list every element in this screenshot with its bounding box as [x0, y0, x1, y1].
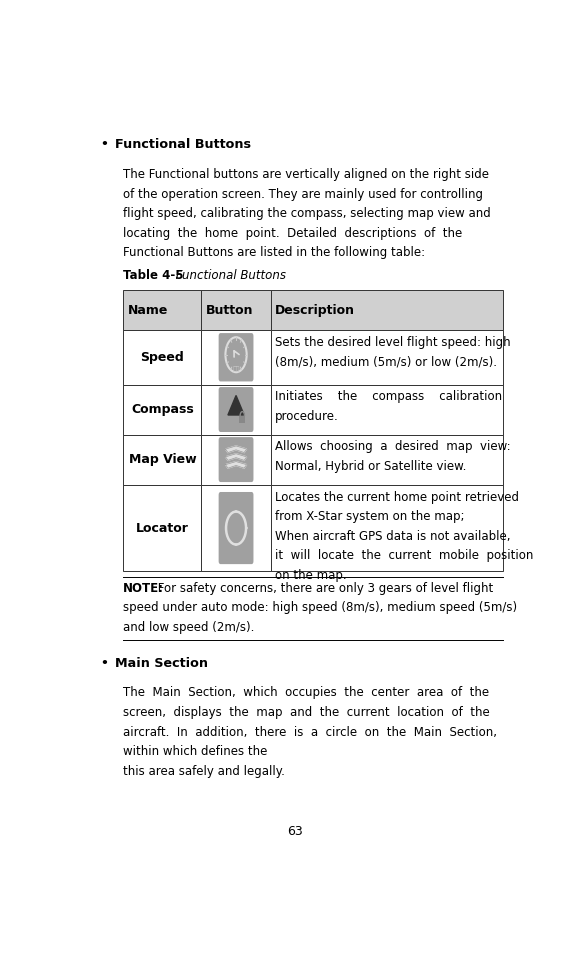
Polygon shape: [225, 462, 247, 468]
Text: Allows  choosing  a  desired  map  view:: Allows choosing a desired map view:: [275, 441, 511, 453]
FancyBboxPatch shape: [219, 333, 253, 381]
Bar: [202, 435, 271, 485]
Bar: [123, 384, 202, 435]
Text: locating  the  home  point.  Detailed  descriptions  of  the: locating the home point. Detailed descri…: [123, 227, 463, 240]
Polygon shape: [225, 454, 247, 461]
Bar: [239, 416, 245, 424]
Text: this area safely and legally.: this area safely and legally.: [123, 765, 285, 777]
Text: 63: 63: [287, 825, 303, 837]
Bar: [202, 291, 271, 330]
Text: •: •: [100, 657, 108, 669]
Text: Compass: Compass: [131, 403, 194, 416]
Text: Main Section: Main Section: [115, 657, 209, 669]
Text: When aircraft GPS data is not available,: When aircraft GPS data is not available,: [275, 530, 510, 543]
Text: aircraft.  In  addition,  there  is  a  circle  on  the  Main  Section,: aircraft. In addition, there is a circle…: [123, 726, 497, 739]
Bar: [202, 384, 271, 435]
Text: it  will  locate  the  current  mobile  position: it will locate the current mobile positi…: [275, 549, 533, 562]
Text: •: •: [100, 139, 108, 151]
Text: Table 4-5: Table 4-5: [123, 269, 184, 282]
Text: on the map.: on the map.: [275, 569, 347, 581]
Polygon shape: [225, 445, 247, 452]
Bar: [202, 330, 271, 384]
Bar: [271, 291, 503, 330]
Text: Button: Button: [206, 304, 253, 316]
Text: Normal, Hybrid or Satellite view.: Normal, Hybrid or Satellite view.: [275, 460, 467, 473]
Bar: [123, 291, 202, 330]
Bar: [271, 485, 503, 572]
Text: of the operation screen. They are mainly used for controlling: of the operation screen. They are mainly…: [123, 187, 483, 201]
Bar: [271, 330, 503, 384]
FancyBboxPatch shape: [219, 387, 253, 432]
Text: Map View: Map View: [128, 453, 196, 467]
Text: Initiates    the    compass    calibration: Initiates the compass calibration: [275, 390, 502, 403]
Text: within which defines the: within which defines the: [123, 745, 271, 758]
Bar: [202, 485, 271, 572]
FancyBboxPatch shape: [219, 492, 253, 564]
Text: Functional Buttons: Functional Buttons: [172, 269, 286, 282]
Text: procedure.: procedure.: [275, 410, 339, 423]
Text: from X-Star system on the map;: from X-Star system on the map;: [275, 511, 465, 523]
Text: NOTE:: NOTE:: [123, 582, 164, 595]
Text: Speed: Speed: [141, 351, 184, 364]
Text: and low speed (2m/s).: and low speed (2m/s).: [123, 620, 255, 634]
Text: Name: Name: [128, 304, 168, 316]
Text: The Functional buttons are vertically aligned on the right side: The Functional buttons are vertically al…: [123, 168, 490, 181]
Bar: [123, 435, 202, 485]
Text: Locator: Locator: [136, 522, 189, 534]
Text: screen,  displays  the  map  and  the  current  location  of  the: screen, displays the map and the current…: [123, 706, 490, 719]
Text: (8m/s), medium (5m/s) or low (2m/s).: (8m/s), medium (5m/s) or low (2m/s).: [275, 356, 497, 368]
Text: speed under auto mode: high speed (8m/s), medium speed (5m/s): speed under auto mode: high speed (8m/s)…: [123, 601, 517, 615]
Text: The  Main  Section,  which  occupies  the  center  area  of  the: The Main Section, which occupies the cen…: [123, 686, 490, 700]
Text: 高速: 高速: [232, 366, 240, 372]
Text: Functional Buttons are listed in the following table:: Functional Buttons are listed in the fol…: [123, 247, 426, 259]
Text: flight speed, calibrating the compass, selecting map view and: flight speed, calibrating the compass, s…: [123, 207, 491, 220]
Text: Sets the desired level flight speed: high: Sets the desired level flight speed: hig…: [275, 336, 511, 349]
Text: Locates the current home point retrieved: Locates the current home point retrieved: [275, 490, 519, 504]
Bar: [271, 435, 503, 485]
Bar: [123, 485, 202, 572]
Bar: [123, 330, 202, 384]
Text: For safety concerns, there are only 3 gears of level flight: For safety concerns, there are only 3 ge…: [154, 582, 493, 595]
FancyBboxPatch shape: [219, 437, 253, 482]
Polygon shape: [228, 396, 244, 415]
Bar: [271, 384, 503, 435]
Text: Description: Description: [275, 304, 355, 316]
Text: Functional Buttons: Functional Buttons: [115, 139, 251, 151]
